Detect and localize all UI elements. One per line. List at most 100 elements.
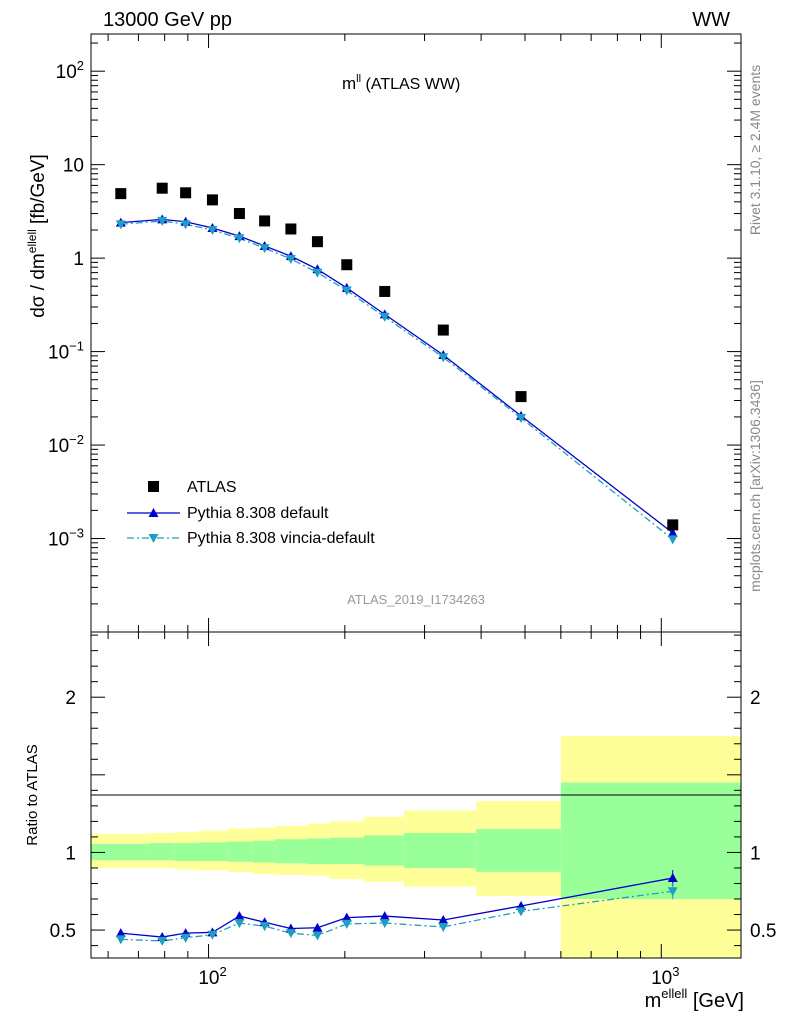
top-y-tick-label: 10−2 xyxy=(48,432,84,457)
ratio-point-pythia-default xyxy=(438,914,449,924)
xlabel-sup: ellell xyxy=(661,986,687,1001)
band-inner-bin xyxy=(363,835,404,866)
ratio-point-pythia-default xyxy=(234,911,245,921)
top-point-pythia-vincia xyxy=(667,535,678,545)
ylabel-unit: [fb/GeV] xyxy=(28,154,49,229)
top-point-pythia-vincia xyxy=(285,254,296,264)
top-point-atlas xyxy=(379,285,391,297)
ratio-y-tick-label-right: 1 xyxy=(750,843,761,864)
band-inner-bin xyxy=(560,782,741,900)
band-inner-bin xyxy=(274,839,308,864)
axis-ticks xyxy=(91,34,741,958)
top-point-pythia-vincia xyxy=(115,220,126,230)
bottom-ylabel: Ratio to ATLAS xyxy=(24,744,41,845)
top-y-tick-label-exponent: −2 xyxy=(69,432,84,447)
legend-label-pythia-default: Pythia 8.308 default xyxy=(187,505,329,522)
title-rest: (ATLAS WW) xyxy=(361,76,460,93)
top-plot-title: mll (ATLAS WW) xyxy=(342,73,460,93)
x-tick-label-exponent: 2 xyxy=(219,964,226,979)
ratio-point-pythia-default xyxy=(115,928,126,938)
top-y-tick-label: 10−1 xyxy=(48,339,84,364)
band-inner-bin xyxy=(227,841,253,862)
analysis-id: ATLAS_2019_I1734263 xyxy=(347,592,485,607)
top-y-tick-label: 102 xyxy=(56,58,84,83)
ratio-point-pythia-default xyxy=(341,912,352,922)
ratio-point-pythia-vincia xyxy=(207,930,218,940)
ratio-y-tick-label-left: 2 xyxy=(65,688,76,709)
header-right: WW xyxy=(692,9,730,31)
xlabel: mellell [GeV] xyxy=(645,986,744,1012)
top-y-tick-label-exponent: 2 xyxy=(77,58,84,73)
ratio-point-pythia-vincia xyxy=(157,936,168,946)
x-tick-label-exponent: 3 xyxy=(672,964,679,979)
band-inner-bin xyxy=(174,843,199,861)
ratio-y-tick-label-left: 0.5 xyxy=(50,921,76,942)
top-y-tick-label-base: 10 xyxy=(48,436,69,457)
top-y-tick-label-base: 10 xyxy=(56,62,77,83)
top-point-pythia-vincia xyxy=(207,225,218,235)
band-inner-bin xyxy=(198,842,228,861)
ratio-point-pythia-vincia xyxy=(234,919,245,929)
x-tick-label-base: 10 xyxy=(651,968,672,989)
legend-marker-atlas xyxy=(148,481,159,492)
ratio-point-pythia-vincia xyxy=(259,922,270,932)
top-point-pythia-vincia xyxy=(157,216,168,226)
ratio-point-pythia-default xyxy=(379,911,390,921)
top-point-atlas xyxy=(156,182,168,194)
band-inner-bin xyxy=(307,838,330,865)
top-y-tick-label: 1 xyxy=(73,249,84,270)
ratio-point-pythia-vincia xyxy=(341,919,352,929)
top-point-pythia-vincia xyxy=(312,268,323,278)
top-point-pythia-vincia xyxy=(341,286,352,296)
band-inner-bin xyxy=(149,843,175,861)
top-point-atlas xyxy=(206,194,218,206)
top-ylabel: dσ / dmellell [fb/GeV] xyxy=(25,154,49,318)
top-point-atlas xyxy=(285,223,297,235)
top-y-tick-label-base: 10 xyxy=(48,530,69,551)
top-point-atlas xyxy=(180,187,192,199)
legend-marker-pythia-default xyxy=(148,508,159,517)
top-point-pythia-vincia xyxy=(379,312,390,322)
ratio-point-pythia-vincia xyxy=(115,935,126,945)
x-tick-label: 103 xyxy=(651,964,679,989)
band-inner-bin xyxy=(91,843,150,861)
band-inner-bin xyxy=(252,840,275,863)
legend: ATLAS Pythia 8.308 default Pythia 8.308 … xyxy=(127,479,375,547)
xlabel-unit: [GeV] xyxy=(687,990,744,1012)
top-point-atlas xyxy=(233,208,245,220)
top-point-pythia-vincia xyxy=(234,234,245,244)
ratio-point-pythia-default xyxy=(312,922,323,932)
top-point-pythia-vincia xyxy=(259,244,270,254)
top-point-atlas xyxy=(667,519,679,531)
uncertainty-bands xyxy=(91,736,741,958)
top-y-tick-label-base: 10 xyxy=(63,156,84,177)
top-point-atlas xyxy=(437,324,449,336)
top-y-tick-label: 10 xyxy=(63,156,84,177)
band-inner-bin xyxy=(476,829,561,872)
top-point-atlas xyxy=(311,236,323,248)
ratio-y-tick-label-right: 0.5 xyxy=(750,921,776,942)
top-point-atlas xyxy=(115,188,127,200)
title-sup: ll xyxy=(356,73,361,85)
legend-label-atlas: ATLAS xyxy=(187,479,237,496)
top-point-atlas xyxy=(341,259,353,271)
ratio-point-pythia-vincia xyxy=(285,929,296,939)
top-point-pythia-vincia xyxy=(438,353,449,363)
ratio-y-tick-label-right: 2 xyxy=(750,688,761,709)
band-inner-bin xyxy=(403,833,477,868)
top-point-pythia-vincia xyxy=(516,413,527,423)
top-y-tick-label-exponent: −3 xyxy=(69,526,84,541)
ratio-point-pythia-vincia xyxy=(516,907,527,917)
top-point-atlas xyxy=(259,215,271,227)
data-series xyxy=(115,182,679,946)
band-inner-bin xyxy=(329,837,364,865)
xlabel-main: m xyxy=(645,990,662,1012)
legend-label-pythia-vincia: Pythia 8.308 vincia-default xyxy=(187,530,375,547)
side-label-mcplots: mcplots.cern.ch [arXiv:1306.3436] xyxy=(747,380,763,592)
x-tick-label: 102 xyxy=(198,964,226,989)
ratio-point-pythia-default xyxy=(667,873,678,883)
top-y-tick-label-base: 10 xyxy=(48,343,69,364)
ratio-point-pythia-vincia xyxy=(312,931,323,941)
